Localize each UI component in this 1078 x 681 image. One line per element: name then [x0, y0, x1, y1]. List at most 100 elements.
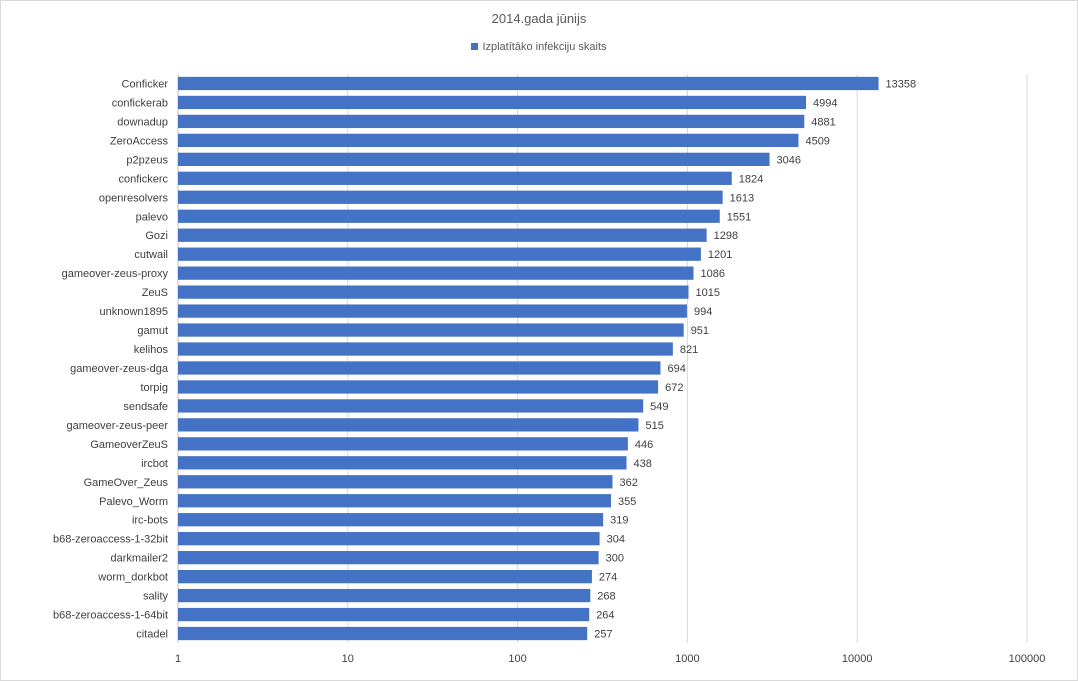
- data-label: 1613: [730, 192, 754, 204]
- category-label: citadel: [136, 629, 168, 641]
- data-label: 319: [610, 515, 628, 527]
- category-label: gamut: [137, 325, 168, 337]
- data-label: 264: [596, 610, 614, 622]
- bar: [178, 437, 628, 451]
- data-label: 549: [650, 401, 668, 413]
- category-label: worm_dorkbot: [97, 572, 168, 584]
- category-label: Conficker: [122, 78, 169, 90]
- category-label: sendsafe: [123, 401, 168, 413]
- x-tick-label: 100000: [1009, 653, 1046, 665]
- category-label: GameoverZeuS: [90, 439, 168, 451]
- data-label: 13358: [886, 78, 917, 90]
- bar: [178, 209, 720, 223]
- category-label: b68-zeroaccess-1-64bit: [53, 610, 168, 622]
- category-label: unknown1895: [99, 306, 168, 318]
- data-label: 821: [680, 344, 698, 356]
- x-tick-label: 10000: [842, 653, 873, 665]
- category-label: confickerab: [112, 97, 168, 109]
- data-label: 355: [618, 496, 636, 508]
- category-label: openresolvers: [99, 192, 169, 204]
- data-label: 257: [594, 629, 612, 641]
- category-label: torpig: [140, 382, 168, 394]
- bar: [178, 513, 604, 527]
- bar: [178, 152, 770, 166]
- data-label: 1201: [708, 249, 732, 261]
- category-label: p2pzeus: [126, 154, 168, 166]
- data-label: 4994: [813, 97, 837, 109]
- data-label: 438: [634, 458, 652, 470]
- bar: [178, 456, 627, 470]
- category-label: ZeuS: [142, 287, 168, 299]
- bar: [178, 399, 644, 413]
- bar: [178, 190, 723, 204]
- data-label: 1298: [714, 230, 738, 242]
- legend-label: Izplatītāko infekciju skaits: [482, 41, 607, 53]
- data-label: 951: [691, 325, 709, 337]
- category-label: cutwail: [134, 249, 168, 261]
- bar: [178, 569, 592, 584]
- bar: [178, 626, 588, 641]
- data-label: 274: [599, 572, 617, 584]
- x-tick-label: 10: [342, 653, 354, 665]
- data-label: 268: [597, 591, 615, 603]
- category-label: ZeroAccess: [110, 135, 169, 147]
- data-label: 4509: [805, 135, 829, 147]
- bar: [178, 266, 694, 280]
- category-label: confickerc: [118, 173, 168, 185]
- category-label: kelihos: [134, 344, 169, 356]
- category-label: sality: [143, 591, 169, 603]
- data-label: 300: [606, 553, 624, 565]
- chart-title: 2014.gada jūnijs: [491, 11, 587, 26]
- data-label: 694: [667, 363, 685, 375]
- data-label: 4881: [811, 116, 835, 128]
- bar: [178, 304, 687, 318]
- data-label: 304: [607, 534, 625, 546]
- category-label: Gozi: [145, 230, 168, 242]
- bar: [178, 475, 613, 489]
- x-tick-label: 1000: [675, 653, 699, 665]
- data-label: 362: [619, 477, 637, 489]
- data-label: 994: [694, 306, 712, 318]
- category-label: gameover-zeus-dga: [70, 363, 169, 375]
- category-label: downadup: [117, 116, 168, 128]
- data-label: 446: [635, 439, 653, 451]
- category-label: irc-bots: [132, 515, 169, 527]
- category-label: GameOver_Zeus: [84, 477, 169, 489]
- legend: Izplatītāko infekciju skaits: [0, 41, 1078, 53]
- category-label: gameover-zeus-proxy: [62, 268, 169, 280]
- category-label: gameover-zeus-peer: [67, 420, 169, 432]
- bar: [178, 588, 591, 603]
- bar: [178, 114, 805, 129]
- x-tick-label: 100: [508, 653, 526, 665]
- bar: [178, 95, 806, 110]
- data-label: 1086: [700, 268, 724, 280]
- bar: [178, 228, 707, 242]
- bar: [178, 380, 659, 394]
- data-label: 3046: [777, 154, 801, 166]
- bar: [178, 532, 600, 546]
- data-label: 1551: [727, 211, 751, 223]
- data-label: 1824: [739, 173, 763, 185]
- data-label: 515: [645, 420, 663, 432]
- bar: [178, 171, 732, 185]
- category-label: palevo: [136, 211, 168, 223]
- bar: [178, 323, 684, 337]
- x-tick-label: 1: [175, 653, 181, 665]
- bar: [178, 418, 639, 432]
- bar: [178, 494, 612, 508]
- bar: [178, 285, 689, 299]
- bar: [178, 76, 879, 91]
- category-label: ircbot: [141, 458, 168, 470]
- category-label: Palevo_Worm: [99, 496, 168, 508]
- data-label: 1015: [695, 287, 719, 299]
- bar: [178, 247, 701, 261]
- bar: [178, 607, 590, 622]
- bar: [178, 551, 599, 565]
- bar: [178, 361, 661, 375]
- data-label: 672: [665, 382, 683, 394]
- bar: [178, 133, 799, 148]
- bar: [178, 342, 673, 356]
- category-label: b68-zeroaccess-1-32bit: [53, 534, 168, 546]
